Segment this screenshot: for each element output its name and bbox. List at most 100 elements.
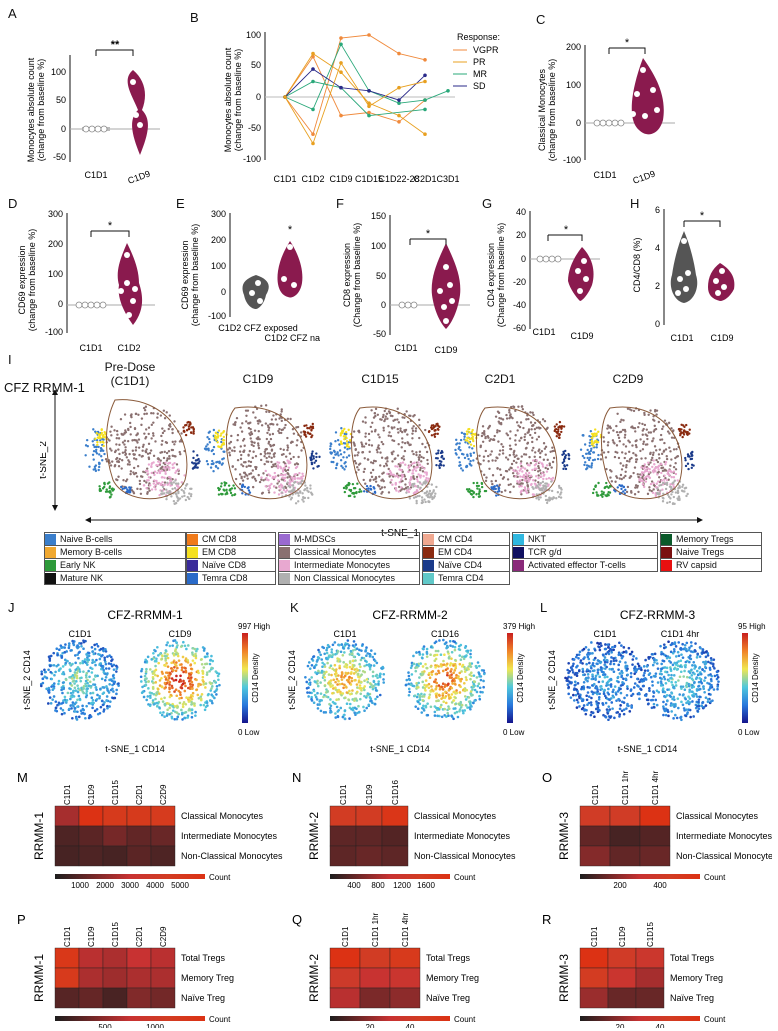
- legend-item: Naïve CD8: [186, 558, 276, 572]
- scale-tick: 1200: [393, 881, 411, 890]
- y-tick: 4: [655, 243, 660, 253]
- legend-swatch: [513, 559, 524, 571]
- legend-label: Intermediate Monocytes: [294, 560, 391, 570]
- heatmap-cell: [54, 947, 80, 969]
- legend-item: Classical Monocytes: [278, 545, 420, 559]
- heatmap-cell: [359, 967, 391, 989]
- scale-label: Count: [209, 1015, 231, 1024]
- scale-tick: 20: [616, 1023, 625, 1028]
- y-tick: -100: [563, 155, 581, 165]
- scale-tick: 3000: [121, 881, 139, 890]
- y-tick: 20: [516, 230, 526, 240]
- legend-vgpr: VGPR: [473, 45, 499, 55]
- heatmap-cell: [78, 805, 104, 827]
- heatmap-cell: [329, 987, 361, 1009]
- heatmap-n: N C1D1 C1D9 C1D16 Classical Monocytes Interme…: [292, 770, 516, 890]
- timepoint-label: C2D9: [612, 372, 644, 386]
- series-point: [339, 113, 343, 118]
- column-label: C2D9: [159, 926, 168, 947]
- series-point: [339, 85, 343, 90]
- legend-label: Temra CD8: [202, 573, 248, 583]
- heatmap-cell: [607, 947, 637, 969]
- heatmap-o: O C1D1 C1D1 1hr C1D1 4hr Classical Monocytes…: [542, 770, 772, 890]
- y-tick: 0: [61, 124, 66, 134]
- y-tick: -40: [513, 300, 526, 310]
- column-label: C2D1: [135, 926, 144, 947]
- panel-label-b: B: [190, 10, 199, 25]
- heatmap-cell: [355, 845, 383, 867]
- heatmap-cell: [359, 947, 391, 969]
- scale-label: Count: [209, 873, 231, 882]
- violin-chart-e: CD69 expression (change from baseline %)…: [180, 209, 320, 343]
- row-label: Memory Treg: [426, 973, 479, 983]
- y-tick: 0: [256, 92, 261, 102]
- scale-label: Count: [454, 873, 476, 882]
- x-tick: C1D9: [570, 331, 593, 341]
- row-label: Classical Monocytes: [414, 811, 497, 821]
- column-label: C1D15: [111, 780, 120, 805]
- tsne-map: [579, 406, 695, 506]
- y-tick: 50: [56, 95, 66, 105]
- monocyte-gate: [600, 406, 683, 500]
- series-point: [311, 51, 315, 56]
- colorbar-low: 0 Low: [238, 728, 260, 737]
- heatmap-cell: [579, 805, 611, 827]
- heatmap-cell: [150, 825, 176, 847]
- legend-label: M-MDSCs: [294, 534, 336, 544]
- cell-type-legend: Naive B-cells Memory B-cells Early NK Matur…: [44, 532, 764, 594]
- column-label: C1D9: [618, 926, 627, 947]
- heatmap-cell: [54, 967, 80, 989]
- series-point: [397, 101, 401, 105]
- heatmap-cell: [126, 825, 152, 847]
- column-label: C1D9: [87, 926, 96, 947]
- series-line: [284, 68, 426, 101]
- x-tick: C1D2 CFZ naive: [264, 333, 320, 343]
- colorbar-label: CD14 Density: [751, 653, 760, 702]
- y-tick: 0: [221, 287, 226, 297]
- colorbar: [242, 633, 248, 723]
- heatmap-cell: [54, 825, 80, 847]
- density-title: CFZ-RRMM-2: [372, 608, 448, 622]
- legend-label: Mature NK: [60, 573, 104, 583]
- timepoint-label: C1D1 4hr: [661, 629, 700, 639]
- color-scale: [55, 1016, 205, 1021]
- row-label: Non-Classical Monocytes: [414, 851, 516, 861]
- heatmap-cell: [579, 987, 609, 1009]
- column-label: C1D1 4hr: [401, 912, 410, 947]
- colorbar-low: 0 Low: [738, 728, 760, 737]
- heatmap-cell: [381, 845, 409, 867]
- x-tick: C1D1: [273, 174, 296, 184]
- y-tick: 50: [251, 60, 261, 70]
- heatmap-cell: [635, 947, 665, 969]
- heatmap-cell: [329, 967, 361, 989]
- scale-label: Count: [704, 1015, 726, 1024]
- legend-label: Temra CD4: [438, 573, 484, 583]
- tsne-y-label: t-SNE_2 CD14: [547, 650, 557, 710]
- column-label: C1D1 1hr: [621, 770, 630, 805]
- y-axis-label: CD69 expression: [17, 245, 27, 314]
- panel-label: Q: [292, 912, 302, 927]
- scale-tick: 800: [371, 881, 385, 890]
- significance-marker: *: [564, 224, 569, 236]
- colorbar-high: 997 High: [238, 622, 270, 631]
- series-point: [311, 107, 315, 112]
- column-label: C1D1: [590, 926, 599, 947]
- y-axis-label-2: (change from baseline %): [190, 224, 200, 327]
- legend-label: Naïve CD4: [438, 560, 483, 570]
- violin-chart-g: CD4 expression (Change from baseline %) …: [486, 207, 600, 341]
- row-label: Memory Treg: [670, 973, 723, 983]
- color-scale: [580, 1016, 700, 1021]
- x-tick: C1D1: [84, 170, 107, 180]
- row-title: CFZ RRMM-1: [4, 380, 85, 395]
- violin-chart-h: CD4/CD8 (%) 6 4 2 0 * C1D1 C1D9: [632, 205, 735, 343]
- row-label: Naïve Treg: [181, 993, 225, 1003]
- legend-swatch: [513, 546, 524, 558]
- row-label: Total Tregs: [670, 953, 715, 963]
- scale-label: Count: [454, 1015, 476, 1024]
- legend-swatch: [661, 546, 672, 558]
- heatmap-cell: [78, 947, 104, 969]
- y-axis-label-2: (change from baseline %): [547, 59, 557, 162]
- heatmap-cell: [635, 987, 665, 1009]
- row-label: Classical Monocytes: [676, 811, 759, 821]
- heatmap-cell: [579, 845, 611, 867]
